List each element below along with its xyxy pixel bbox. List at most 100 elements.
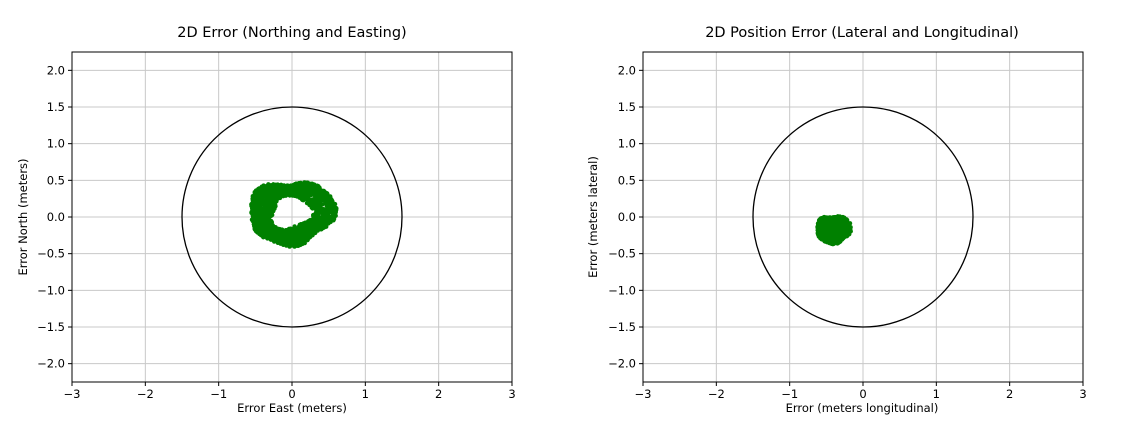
scatter-point	[300, 240, 306, 245]
x-tick-label: 0	[288, 387, 295, 401]
scatter-point	[816, 229, 822, 235]
scatter-point	[302, 180, 308, 185]
scatter-point	[309, 184, 315, 190]
scatter-point	[842, 216, 848, 222]
scatter-point	[303, 188, 308, 193]
y-tick-label: 1.5	[47, 100, 65, 114]
y-tick-label: 2.0	[618, 63, 636, 77]
scatter-point	[827, 227, 832, 233]
scatter-point	[314, 218, 320, 224]
scatter-point	[313, 197, 319, 202]
scatter-point	[251, 195, 257, 200]
subplot-northing-easting: −3 −2 −1 0 1 2 3 2.0 1.5 1.0 0.5 0.0 −0.5 −1.0 −1.5 −2.…	[16, 25, 516, 415]
scatter-point	[823, 223, 829, 228]
scatter-point	[292, 224, 297, 229]
y-tick-label: −1.0	[37, 283, 65, 297]
scatter-point	[319, 210, 325, 215]
plot-area-northing-easting: −3 −2 −1 0 1 2 3 2.0 1.5 1.0 0.5 0.0 −0.5 −1.0 −1.5 −2.…	[37, 51, 516, 401]
scatter-point	[823, 229, 828, 234]
scatter-point	[320, 215, 325, 220]
scatter-point	[266, 200, 271, 206]
scatter-point	[267, 228, 273, 233]
scatter-point	[265, 184, 270, 189]
scatter-point	[828, 223, 834, 229]
scatter-point	[287, 229, 293, 234]
scatter-point	[315, 191, 320, 196]
scatter-point	[843, 233, 849, 238]
scatter-point	[325, 213, 330, 218]
scatter-point	[295, 231, 300, 237]
scatter-point	[300, 225, 306, 230]
scatter-point	[280, 232, 285, 237]
scatter-point	[314, 227, 320, 232]
scatter-point	[294, 243, 299, 248]
x-tick-label: −1	[781, 387, 798, 401]
x-tick-label: 0	[859, 387, 866, 401]
x-tick-label: −2	[708, 387, 725, 401]
scatter-point	[279, 240, 284, 246]
scatter-point	[263, 222, 268, 227]
y-tick-label: 1.0	[47, 137, 65, 151]
scatter-point	[326, 205, 332, 210]
y-tick-label: 0.0	[47, 210, 65, 224]
x-tick-label: −2	[137, 387, 154, 401]
scatter-point	[302, 196, 307, 202]
scatter-point	[843, 228, 848, 234]
x-axis-label-left: Error East (meters)	[237, 401, 347, 415]
scatter-point	[311, 192, 316, 197]
scatter-point	[306, 200, 311, 206]
y-tick-label: 2.0	[47, 63, 65, 77]
x-tick-label: 3	[508, 387, 515, 401]
y-tick-label: −1.0	[608, 283, 636, 297]
scatter-point	[270, 201, 276, 206]
plot-title-right: 2D Position Error (Lateral and Longitudi…	[705, 25, 1019, 41]
x-tick-label: −3	[635, 387, 652, 401]
scatter-point	[261, 186, 267, 192]
error-bound-circle	[181, 106, 403, 328]
y-tick-label: 0.5	[47, 173, 65, 187]
scatter-point	[297, 181, 303, 186]
scatter-point	[833, 224, 839, 230]
scatter-point	[843, 221, 848, 227]
scatter-point	[295, 228, 300, 233]
scatter-point	[255, 229, 260, 235]
scatter-point	[300, 229, 305, 234]
scatter-point	[264, 209, 269, 214]
scatter-point	[822, 236, 827, 242]
scatter-point	[313, 201, 318, 207]
scatter-point	[263, 232, 268, 237]
scatter-point	[311, 225, 316, 231]
scatter-point	[305, 233, 310, 239]
scatter-point	[294, 239, 299, 244]
scatter-point	[266, 219, 272, 224]
scatter-point	[309, 198, 315, 203]
scatter-point	[323, 192, 328, 197]
y-tick-label: −0.5	[37, 247, 65, 261]
scatter-point	[305, 237, 310, 243]
scatter-point	[273, 182, 279, 188]
y-tick-label: −2.0	[608, 357, 636, 371]
x-axis-label-right: Error (meters longitudinal)	[785, 401, 939, 415]
y-tick-label: 1.5	[618, 100, 636, 114]
scatter-point	[837, 219, 842, 224]
scatter-point	[270, 189, 275, 195]
scatter-point	[323, 217, 328, 223]
scatter-point	[250, 218, 256, 224]
scatter-point	[273, 231, 278, 236]
x-tick-label: 3	[1079, 387, 1086, 401]
scatter-point	[834, 238, 840, 243]
scatter-point	[250, 200, 256, 205]
scatter-point	[282, 228, 288, 234]
scatter-point	[285, 234, 291, 239]
scatter-point	[286, 237, 291, 243]
scatter-point	[271, 196, 276, 202]
scatter-point	[258, 204, 264, 210]
scatter-point	[252, 190, 257, 195]
x-tick-label: 1	[933, 387, 940, 401]
error-bound-circle	[752, 106, 974, 328]
x-tick-label: 2	[1006, 387, 1013, 401]
scatter-point	[839, 235, 844, 240]
scatter-point	[279, 237, 284, 243]
y-tick-label: −1.5	[37, 320, 65, 334]
scatter-point	[824, 216, 829, 221]
